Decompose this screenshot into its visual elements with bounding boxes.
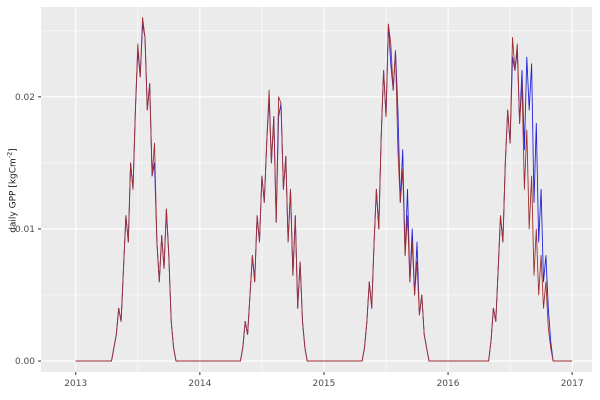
x-tick-label: 2013 (64, 379, 87, 389)
y-tick-label: 0.00 (15, 357, 35, 367)
x-tick-label: 2017 (561, 379, 584, 389)
x-tick-label: 2014 (188, 379, 211, 389)
y-tick-label: 0.02 (15, 93, 35, 103)
y-axis-title-main: daily GPP [kgCm (8, 158, 19, 233)
panel-background (41, 7, 592, 372)
y-axis-title-superscript: -2 (5, 151, 14, 159)
x-tick-label: 2016 (437, 379, 460, 389)
x-tick-label: 2015 (312, 379, 335, 389)
series-line-dark-red (75, 17, 573, 362)
y-axis-title-close: ] (8, 148, 19, 152)
y-tick-label: 0.01 (15, 225, 35, 235)
y-axis-title: daily GPP [kgCm-2] (6, 139, 19, 243)
